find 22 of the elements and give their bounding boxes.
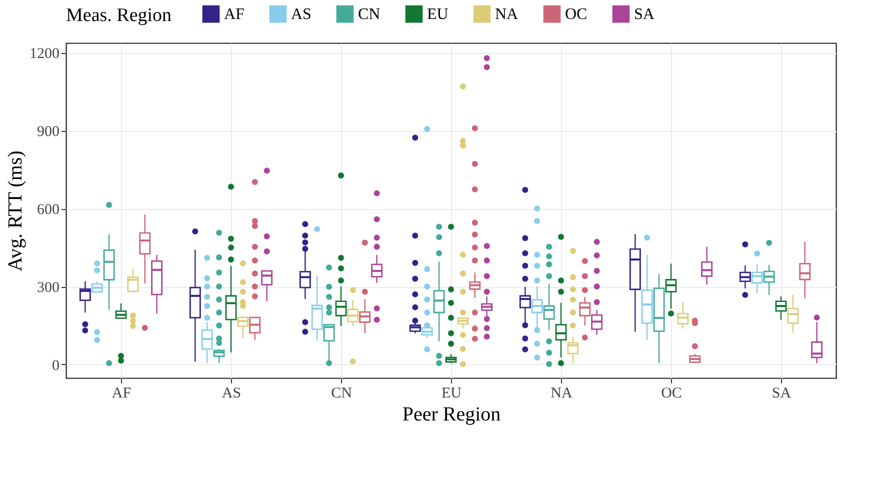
legend-label: AS — [291, 6, 312, 24]
x-tick-label: OC — [661, 386, 682, 402]
legend-title: Meas. Region — [66, 5, 172, 26]
x-tick-label: AS — [222, 386, 242, 402]
x-tick-label: EU — [442, 386, 462, 402]
legend-label: NA — [495, 6, 519, 24]
y-tick-label: 300 — [37, 280, 60, 296]
legend-label: AF — [224, 6, 245, 24]
x-tick-label: SA — [772, 386, 792, 402]
legend-label: CN — [358, 6, 381, 24]
y-tick-label: 0 — [52, 358, 60, 374]
legend-label: OC — [565, 6, 588, 24]
y-axis-title: Avg. RTT (ms) — [4, 150, 26, 272]
y-tick-label: 600 — [37, 202, 60, 218]
legend-label: EU — [427, 6, 449, 24]
y-tick-label: 1200 — [30, 46, 60, 62]
x-tick-label: AF — [112, 386, 132, 402]
x-tick-label: CN — [331, 386, 352, 402]
y-tick-label: 900 — [37, 124, 60, 140]
x-tick-label: NA — [550, 386, 572, 402]
x-axis-title: Peer Region — [402, 404, 501, 426]
legend-label: SA — [634, 6, 655, 24]
